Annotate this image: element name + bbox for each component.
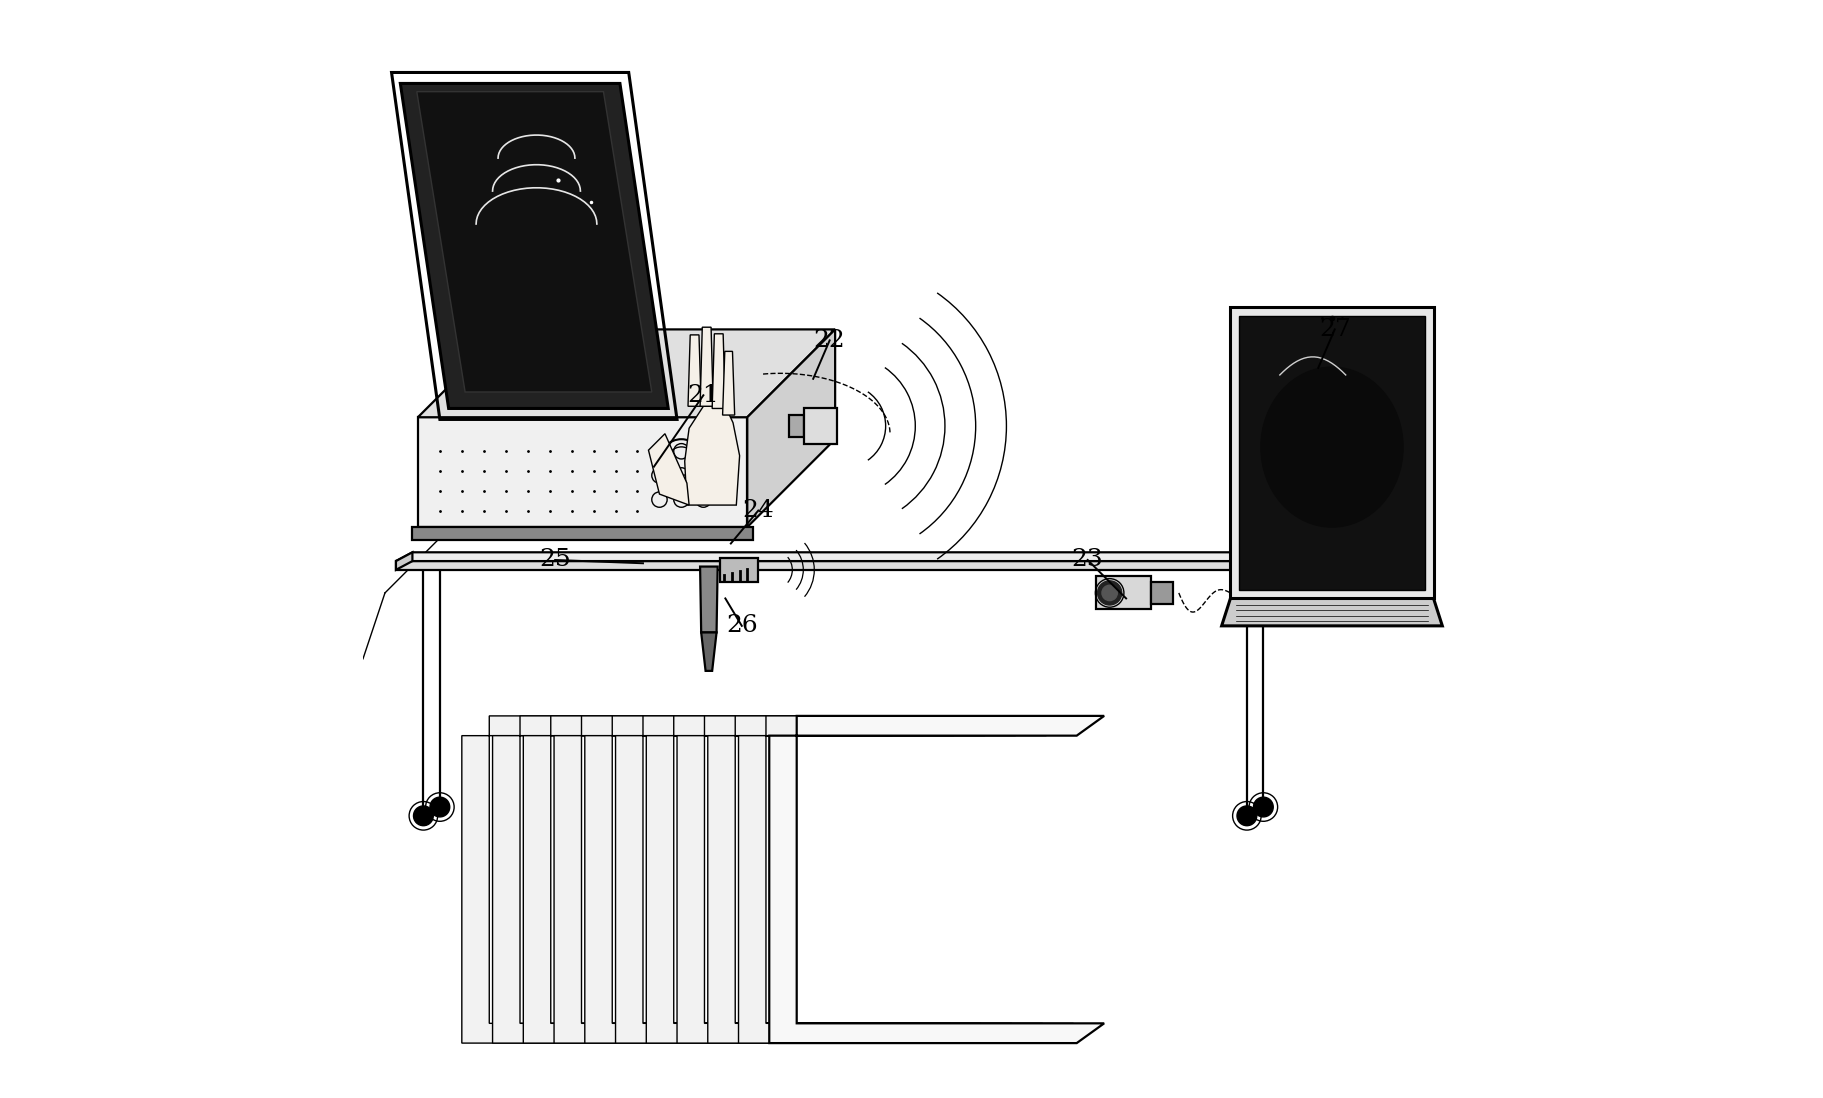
Polygon shape bbox=[396, 552, 1291, 561]
Polygon shape bbox=[789, 415, 804, 437]
Polygon shape bbox=[1274, 552, 1291, 570]
Polygon shape bbox=[747, 329, 835, 527]
Polygon shape bbox=[738, 716, 1072, 1043]
Circle shape bbox=[1252, 797, 1272, 817]
Polygon shape bbox=[720, 558, 758, 582]
Polygon shape bbox=[1231, 307, 1433, 598]
Polygon shape bbox=[687, 335, 700, 406]
Polygon shape bbox=[700, 632, 716, 671]
Polygon shape bbox=[554, 716, 888, 1043]
Polygon shape bbox=[1096, 576, 1150, 609]
Polygon shape bbox=[722, 351, 735, 415]
Polygon shape bbox=[649, 434, 689, 505]
Polygon shape bbox=[523, 716, 859, 1043]
Text: 27: 27 bbox=[1318, 318, 1349, 340]
Circle shape bbox=[1097, 581, 1121, 605]
Polygon shape bbox=[412, 527, 753, 540]
Text: 24: 24 bbox=[742, 500, 773, 522]
Polygon shape bbox=[417, 329, 835, 417]
Polygon shape bbox=[614, 716, 950, 1043]
Polygon shape bbox=[1238, 316, 1424, 590]
Text: 21: 21 bbox=[687, 384, 718, 406]
Polygon shape bbox=[417, 417, 747, 527]
Polygon shape bbox=[769, 716, 1103, 1043]
Polygon shape bbox=[1150, 582, 1172, 604]
Text: 25: 25 bbox=[540, 549, 571, 571]
Polygon shape bbox=[645, 716, 981, 1043]
Polygon shape bbox=[700, 327, 713, 406]
Polygon shape bbox=[396, 552, 412, 570]
Polygon shape bbox=[461, 716, 797, 1043]
Polygon shape bbox=[676, 716, 1012, 1043]
Polygon shape bbox=[711, 334, 726, 408]
Polygon shape bbox=[700, 567, 716, 632]
Polygon shape bbox=[399, 83, 667, 408]
Text: 26: 26 bbox=[726, 615, 757, 637]
Circle shape bbox=[1236, 806, 1256, 826]
Polygon shape bbox=[585, 716, 919, 1043]
Ellipse shape bbox=[1260, 367, 1402, 527]
Polygon shape bbox=[804, 408, 837, 444]
Circle shape bbox=[430, 797, 450, 817]
Circle shape bbox=[1101, 585, 1117, 601]
Polygon shape bbox=[417, 92, 651, 392]
Polygon shape bbox=[1221, 598, 1442, 626]
Text: 22: 22 bbox=[813, 329, 846, 351]
Polygon shape bbox=[396, 561, 1274, 570]
Circle shape bbox=[414, 806, 434, 826]
Polygon shape bbox=[707, 716, 1043, 1043]
Polygon shape bbox=[492, 716, 828, 1043]
Polygon shape bbox=[684, 406, 738, 505]
Text: 23: 23 bbox=[1072, 549, 1103, 571]
